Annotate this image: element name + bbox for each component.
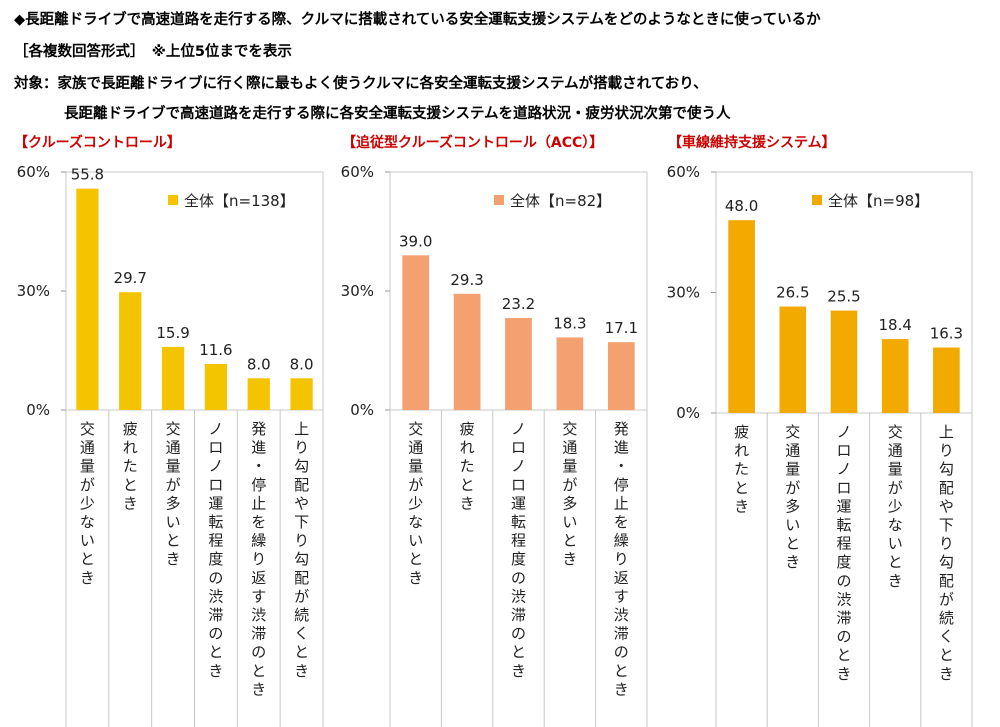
- chart-2-bar: [556, 337, 584, 410]
- chart-3-legend-swatch: [812, 195, 822, 205]
- header-line-2: ［各複数回答形式］ ※上位5位までを表示: [14, 44, 292, 60]
- chart-2-y-tick-label: 60%: [341, 163, 374, 181]
- chart-3-data-label: 48.0: [725, 197, 758, 215]
- header-line-1: ◆長距離ドライブで高速道路を走行する際、クルマに搭載されている安全運転支援システ…: [14, 12, 821, 28]
- chart-2-data-label: 39.0: [399, 232, 432, 250]
- chart-2-bar: [505, 317, 532, 410]
- chart-3-category-label: 交通量が多いとき: [785, 423, 800, 571]
- chart-2-legend-swatch: [494, 195, 504, 205]
- chart-3-data-label: 25.5: [827, 288, 860, 306]
- chart-2-category-label: ノロノロ運転程度の渋滞のとき: [511, 420, 526, 680]
- chart-2-category-label: 疲れたとき: [460, 420, 475, 512]
- chart-3-bar: [779, 306, 807, 413]
- chart-1-category-label: 発進・停止を繰り返す渋滞のとき: [251, 420, 266, 698]
- chart-2-category-label: 交通量が多いとき: [562, 420, 577, 568]
- chart-1-y-tick-label: 30%: [17, 282, 50, 300]
- chart-3-bar: [933, 347, 960, 413]
- chart-2-data-label: 18.3: [553, 314, 586, 332]
- chart-3-bar: [830, 310, 858, 413]
- chart-3-category-label: 上り勾配や下り勾配が続くとき: [939, 423, 954, 683]
- chart-3-legend-label: 全体【n=98】: [828, 192, 929, 210]
- chart-2-data-label: 29.3: [450, 271, 483, 289]
- chart-1-data-label: 55.8: [71, 166, 104, 184]
- chart-1-y-tick-label: 0%: [26, 401, 50, 419]
- chart-2-legend-label: 全体【n=82】: [510, 192, 611, 210]
- chart-3-data-label: 16.3: [930, 325, 963, 343]
- chart-3-category-label: 交通量が少ないとき: [888, 423, 903, 590]
- chart-1-category-label: 交通量が多いとき: [166, 420, 181, 568]
- chart-1-data-label: 8.0: [290, 355, 314, 373]
- chart-3-title: 【車線維持支援システム】: [668, 135, 836, 151]
- chart-3-data-label: 18.4: [878, 316, 911, 334]
- chart-1-category-label: 疲れたとき: [123, 420, 138, 512]
- chart-1-data-label: 15.9: [156, 324, 189, 342]
- chart-2-data-label: 17.1: [605, 319, 638, 337]
- chart-1-legend-label: 全体【n=138】: [184, 192, 295, 210]
- chart-1-bar: [290, 378, 313, 410]
- chart-1-title: 【クルーズコントロール】: [14, 135, 181, 151]
- chart-2-data-label: 23.2: [502, 295, 535, 313]
- chart-1-category-label: 上り勾配や下り勾配が続くとき: [294, 420, 309, 680]
- chart-2-bar: [402, 255, 430, 410]
- chart-1-data-label: 11.6: [199, 341, 232, 359]
- chart-2-y-tick-label: 30%: [341, 282, 374, 300]
- chart-3-bar: [881, 339, 909, 413]
- chart-1-bar: [76, 188, 99, 410]
- chart-3-y-tick-label: 30%: [667, 284, 700, 302]
- chart-1-y-tick-label: 60%: [17, 163, 50, 181]
- chart-1-bar: [119, 292, 142, 410]
- chart-3-category-label: ノロノロ運転程度の渋滞のとき: [836, 423, 851, 683]
- chart-2-bar: [607, 342, 635, 410]
- chart-1-bar: [161, 346, 185, 410]
- chart-1-bar: [204, 363, 228, 410]
- chart-3-data-label: 26.5: [776, 284, 809, 302]
- chart-1-data-label: 8.0: [247, 355, 271, 373]
- chart-2-y-tick-label: 0%: [350, 401, 374, 419]
- chart-2-category-label: 発進・停止を繰り返す渋滞のとき: [614, 420, 629, 698]
- chart-1-category-label: 交通量が少ないとき: [80, 420, 95, 587]
- chart-3-y-tick-label: 60%: [667, 163, 700, 181]
- chart-2-title: 【追従型クルーズコントロール（ACC）】: [342, 135, 604, 151]
- chart-1-legend-swatch: [168, 195, 178, 205]
- chart-3-bar: [728, 220, 755, 413]
- header-line-4: 長距離ドライブで高速道路を走行する際に各安全運転支援システムを道路状況・疲労状況…: [64, 106, 731, 122]
- chart-3-y-tick-label: 0%: [676, 404, 700, 422]
- chart-2-category-label: 交通量が少ないとき: [408, 420, 423, 587]
- chart-2-bar: [453, 293, 481, 410]
- chart-3-category-label: 疲れたとき: [734, 423, 749, 515]
- chart-1-data-label: 29.7: [114, 269, 147, 287]
- chart-1-bar: [247, 378, 270, 410]
- chart-1-category-label: ノロノロ運転程度の渋滞のとき: [208, 420, 223, 680]
- header-line-3: 対象：家族で長距離ドライブに行く際に最もよく使うクルマに各安全運転支援システムが…: [14, 76, 708, 92]
